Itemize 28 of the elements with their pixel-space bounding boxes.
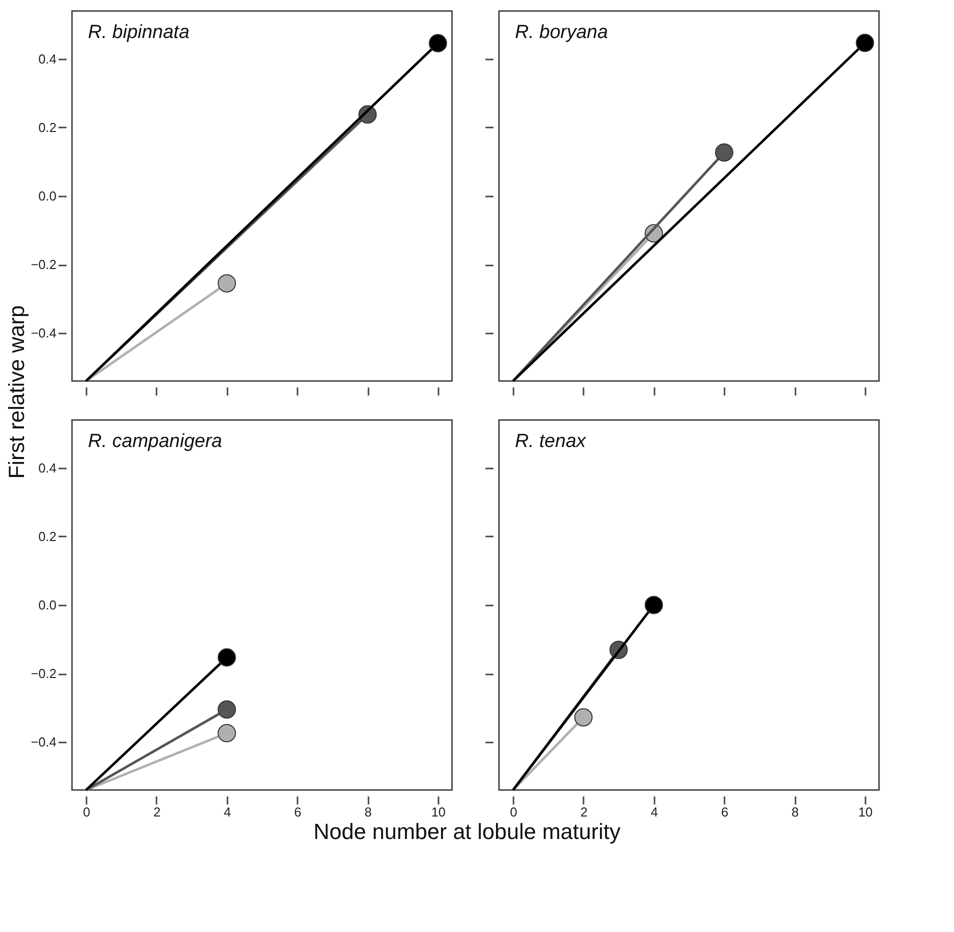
x-axis-title: Node number at lobule maturity (314, 819, 620, 844)
text: R. campanigera (88, 431, 222, 452)
y-tick-label: 0.4 (38, 51, 56, 66)
y-tick-label: 0.4 (38, 460, 56, 476)
x-tick-label: 4 (224, 804, 231, 820)
text: R. bipinnata (88, 22, 190, 43)
x-tick-label: 10 (858, 804, 873, 820)
y-tick-label: −0.2 (30, 257, 56, 272)
text: R. boryana (515, 22, 608, 43)
x-tick-label: 8 (791, 804, 799, 820)
y-tick-label: 0.0 (38, 598, 56, 612)
x-tick-label: 2 (153, 804, 161, 820)
x-tick-label: 0 (510, 804, 518, 820)
text: R. tenax (515, 431, 588, 452)
x-tick-label: 6 (721, 804, 728, 820)
x-tick-label: 2 (580, 804, 588, 820)
y-tick-label: 0.2 (38, 528, 56, 544)
y-tick-label: −0.4 (30, 734, 56, 750)
x-tick-label: 10 (431, 804, 446, 820)
x-tick-label: 4 (650, 804, 658, 820)
x-tick-label: 0 (82, 804, 90, 820)
x-tick-label: 6 (294, 804, 302, 820)
y-tick-label: −0.2 (30, 666, 56, 682)
y-tick-label: 0.2 (38, 120, 56, 135)
y-tick-label: 0.0 (38, 188, 56, 204)
y-axis-title: First relative warp (4, 305, 29, 479)
y-tick-label: −0.4 (30, 326, 56, 341)
x-tick-label: 8 (364, 804, 372, 820)
